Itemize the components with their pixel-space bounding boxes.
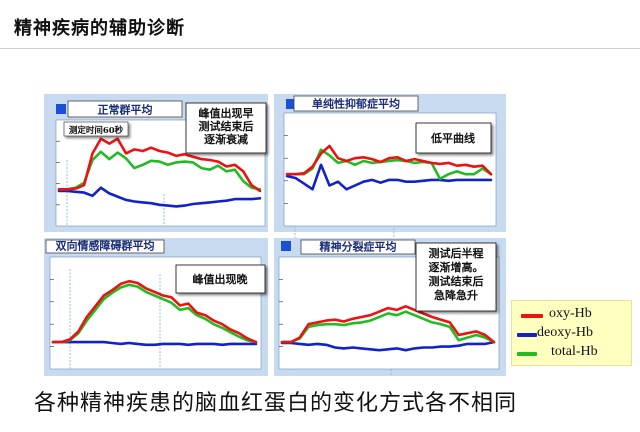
series-line-total-hb (51, 283, 258, 344)
annotation-text: 逐渐衰减 (204, 132, 248, 146)
annotation-text: 峰值出现晚 (193, 272, 248, 286)
panel-title-box (293, 95, 419, 112)
panel-title-box (67, 100, 183, 118)
legend-swatch-deoxy (517, 333, 537, 337)
sub-label: 测定时间60秒 (69, 125, 124, 136)
annotation-box (415, 242, 497, 312)
legend-item: oxy-Hb (512, 306, 631, 324)
title-divider (0, 48, 640, 49)
legend-item: total-Hb (512, 344, 631, 362)
panel-title: 单纯性抑郁症平均 (312, 97, 400, 111)
legend: oxy-Hb deoxy-Hb total-Hb (511, 300, 632, 366)
annotation-text: 测试结束后 (199, 119, 254, 133)
annotation-box (185, 102, 267, 154)
panel-title: 正常群平均 (98, 103, 153, 117)
sub-label-box (63, 121, 129, 137)
annotation-box (415, 122, 492, 154)
annotation-text: 测试结束后 (429, 274, 484, 288)
series-line-deoxy-hb (57, 186, 262, 208)
title-marker (286, 99, 296, 109)
series-line-total-hb (57, 150, 262, 191)
annotation-box (175, 264, 266, 294)
annotation-text: 测试后半程 (429, 246, 484, 260)
legend-label: deoxy-Hb (537, 325, 593, 340)
annotation-text: 低平曲线 (430, 131, 475, 145)
series-line-deoxy-hb (51, 340, 258, 347)
panel-title-box (300, 239, 416, 255)
series-line-oxy-hb (285, 144, 493, 176)
legend-label: total-Hb (551, 344, 598, 359)
series-line-total-hb (280, 310, 496, 344)
series-line-total-hb (285, 148, 493, 181)
title-marker (281, 241, 291, 251)
legend-swatch-oxy (521, 314, 543, 318)
panel-title: 精神分裂症平均 (320, 240, 397, 254)
title-marker (56, 104, 66, 114)
series-line-oxy-hb (280, 304, 496, 344)
legend-item: deoxy-Hb (512, 325, 631, 343)
panel-title-box (45, 239, 165, 254)
series-line-deoxy-hb (280, 340, 496, 352)
annotation-text: 逐渐增高。 (429, 260, 484, 274)
series-line-oxy-hb (57, 137, 262, 193)
legend-swatch-total (517, 352, 537, 356)
slide-title: 精神疾病的辅助诊断 (14, 18, 185, 39)
legend-label: oxy-Hb (549, 306, 592, 321)
annotation-text: 急降急升 (434, 288, 478, 302)
series-line-deoxy-hb (285, 163, 493, 191)
annotation-text: 峰值出现早 (199, 106, 254, 120)
panel-title: 双向情感障碍群平均 (56, 239, 155, 253)
bottom-caption: 各种精神疾患的脑血红蛋白的变化方式各不相同 (34, 391, 518, 416)
series-line-oxy-hb (51, 279, 258, 344)
